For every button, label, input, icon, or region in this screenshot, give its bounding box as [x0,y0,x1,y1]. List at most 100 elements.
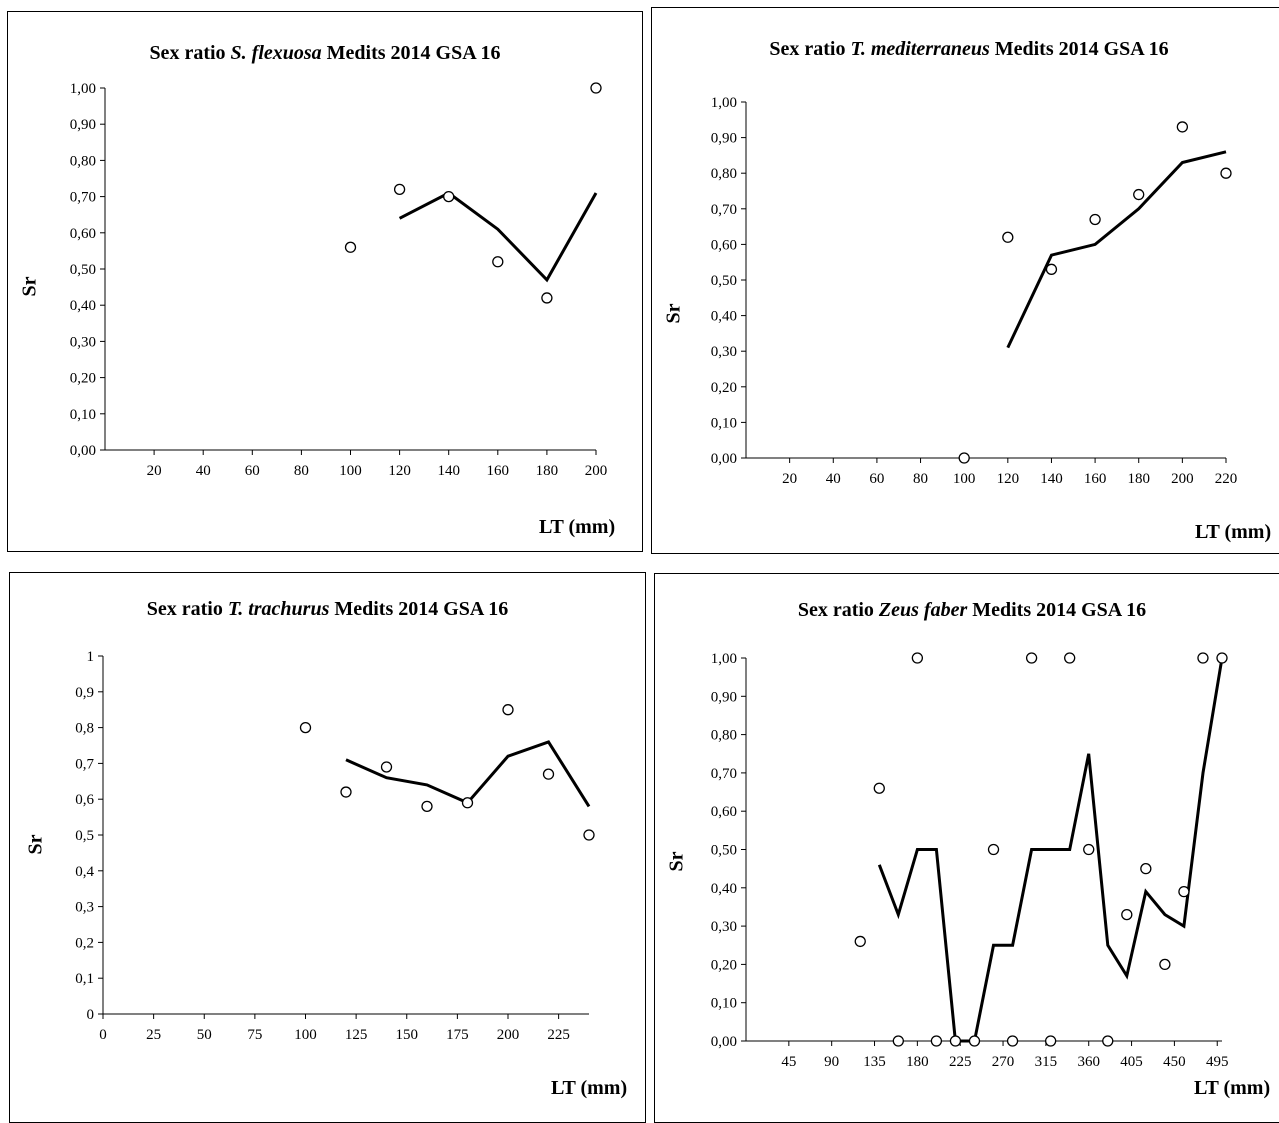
data-point [502,704,514,716]
x-tick-label: 220 [1215,471,1238,487]
data-point [1176,121,1189,133]
y-tick-label: 0,4 [75,864,94,880]
data-point [930,1035,943,1047]
y-tick-label: 0,60 [711,804,737,820]
x-tick-label: 200 [585,463,608,479]
y-tick-label: 0,50 [711,843,737,859]
y-tick-label: 0,7 [75,756,94,772]
data-point [958,452,970,464]
y-tick-label: 0 [87,1007,95,1023]
x-tick-label: 405 [1120,1054,1143,1070]
data-point [1064,652,1076,664]
x-tick-label: 360 [1077,1054,1100,1070]
y-tick-label: 1,00 [711,651,737,667]
y-tick-label: 0,20 [711,957,737,973]
trend-line [877,657,1224,1043]
data-point [949,1035,962,1047]
data-point [1121,908,1133,921]
data-point [443,190,455,203]
x-tick-label: 120 [997,471,1020,487]
x-tick-label: 200 [497,1027,520,1043]
x-tick-label: 20 [147,463,162,479]
x-axis-label: LT (mm) [539,516,616,538]
plot-area: 0,00 0,10 0,20 0,30 0,40 0,50 0,60 0,70 0,80 0,90… [70,81,608,479]
trend-line [398,191,598,283]
x-tick-label: 135 [863,1054,886,1070]
x-tick-label: 125 [345,1027,368,1043]
x-tick-label: 0 [99,1027,107,1043]
x-axis-label: LT (mm) [1195,521,1272,543]
x-tick-label: 160 [1084,471,1107,487]
y-tick-label: 0,90 [70,117,96,133]
data-point [1133,188,1145,201]
y-tick-label: 1,00 [711,95,737,111]
y-tick-label: 0,80 [70,153,96,169]
y-tick-label: 0,40 [70,298,96,314]
y-tick-label: 0,20 [70,371,96,387]
data-point [1159,958,1171,971]
y-tick-label: 0,8 [75,721,94,737]
x-tick-label: 225 [949,1054,972,1070]
data-point [461,797,474,809]
x-tick-label: 100 [294,1027,317,1043]
chart-panel-t-trachurus: Sex ratio T. trachurus Medits 2014 GSA 1… [9,572,646,1123]
data-point [340,786,352,798]
x-tick-label: 20 [782,471,797,487]
x-axis-label: LT (mm) [551,1077,628,1099]
y-tick-label: 0,70 [70,190,96,206]
data-point [1220,167,1232,179]
plot-area: 0 0,1 0,2 0,3 0,4 0,5 0,6 0,7 0,8 0,9 1 0 25 50 75 100 1… [75,649,595,1043]
data-point [1197,652,1209,664]
data-point [1025,652,1038,664]
x-tick-label: 45 [781,1054,796,1070]
x-tick-label: 180 [536,463,559,479]
y-tick-label: 0,2 [75,935,94,951]
x-tick-label: 100 [339,463,362,479]
y-tick-label: 0,1 [75,971,94,987]
x-tick-label: 160 [487,463,510,479]
data-point [1089,213,1101,226]
chart-title: Sex ratio Zeus faber Medits 2014 GSA 16 [797,599,1147,621]
x-tick-label: 80 [294,463,309,479]
chart-title: Sex ratio T. mediterraneus Medits 2014 G… [769,38,1169,60]
y-tick-label: 0,30 [70,334,96,350]
y-tick-label: 0,60 [70,226,96,242]
y-tick-label: 0,50 [711,273,737,289]
y-tick-label: 0,80 [711,728,737,744]
data-point [987,843,1000,856]
x-tick-label: 120 [388,463,411,479]
data-point [299,721,312,734]
y-tick-label: 0,60 [711,237,737,253]
data-point [1140,862,1152,875]
x-tick-label: 270 [992,1054,1015,1070]
data-point [590,82,602,94]
data-point [344,241,357,253]
data-point [911,652,924,664]
y-tick-label: 0,3 [75,900,94,916]
plot-area: 0,00 0,10 0,20 0,30 0,40 0,50 0,60 0,70 0,80 0,90… [711,95,1238,487]
x-tick-label: 140 [1040,471,1063,487]
y-tick-label: 0,90 [711,131,737,147]
x-tick-label: 315 [1035,1054,1058,1070]
y-tick-label: 0,80 [711,166,737,182]
data-point [421,800,433,813]
chart-title: Sex ratio S. flexuosa Medits 2014 GSA 16 [149,42,501,64]
x-tick-label: 25 [146,1027,161,1043]
x-tick-label: 180 [906,1054,929,1070]
y-tick-label: 0,9 [75,685,94,701]
data-point [873,782,885,794]
y-tick-label: 0,20 [711,380,737,396]
y-tick-label: 0,90 [711,689,737,705]
data-point [1102,1035,1114,1047]
y-tick-label: 0,30 [711,344,737,360]
y-tick-label: 0,00 [711,451,737,467]
x-tick-label: 200 [1171,471,1194,487]
data-point [1178,885,1190,898]
y-tick-label: 0,00 [70,443,96,459]
x-tick-label: 40 [826,471,841,487]
y-tick-label: 0,10 [711,996,737,1012]
plot-area: 0,00 0,10 0,20 0,30 0,40 0,50 0,60 0,70 0,80 0,90… [711,651,1229,1070]
y-tick-label: 0,50 [70,262,96,278]
y-tick-label: 0,40 [711,881,737,897]
data-point [583,829,595,841]
